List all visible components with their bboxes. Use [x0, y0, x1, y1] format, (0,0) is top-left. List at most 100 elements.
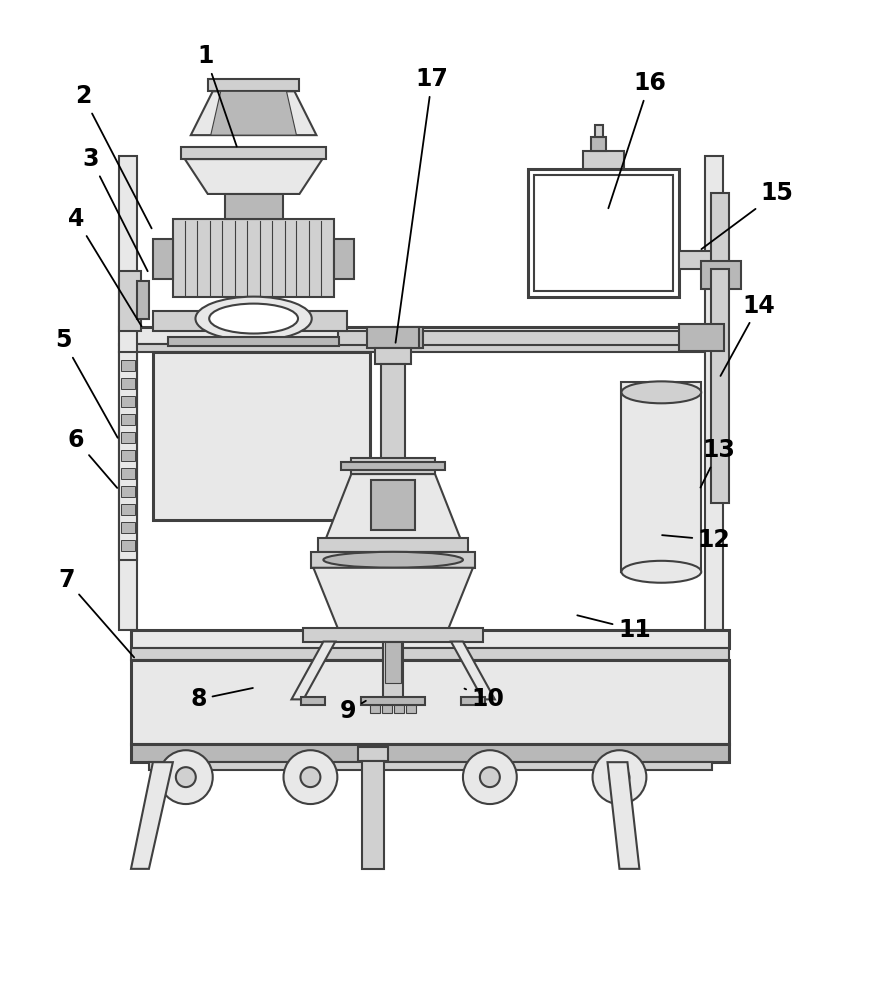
- Bar: [137, 281, 149, 319]
- Polygon shape: [131, 762, 173, 869]
- Bar: [382, 705, 392, 713]
- Bar: [393, 327, 423, 348]
- Text: 14: 14: [721, 294, 775, 376]
- Bar: [131, 630, 729, 648]
- Bar: [168, 337, 339, 346]
- Text: 1: 1: [197, 44, 237, 146]
- Bar: [121, 378, 135, 389]
- Bar: [121, 540, 135, 551]
- Bar: [180, 147, 326, 159]
- Bar: [461, 697, 485, 705]
- Bar: [121, 486, 135, 497]
- Bar: [119, 271, 141, 331]
- Text: 16: 16: [608, 71, 666, 208]
- Polygon shape: [451, 642, 495, 699]
- Text: 17: 17: [396, 67, 448, 343]
- Ellipse shape: [196, 297, 312, 340]
- Text: 12: 12: [662, 528, 730, 552]
- Bar: [149, 762, 713, 770]
- Bar: [208, 79, 299, 91]
- Bar: [121, 432, 135, 443]
- Bar: [385, 642, 401, 683]
- Bar: [153, 352, 371, 520]
- Bar: [371, 705, 380, 713]
- Polygon shape: [185, 159, 322, 194]
- Circle shape: [283, 750, 338, 804]
- Bar: [119, 344, 727, 352]
- Bar: [225, 194, 282, 219]
- Bar: [528, 169, 680, 297]
- Polygon shape: [211, 91, 296, 135]
- Bar: [705, 156, 723, 630]
- Bar: [302, 697, 325, 705]
- Text: 15: 15: [701, 181, 793, 249]
- Polygon shape: [325, 474, 461, 540]
- Bar: [394, 705, 405, 713]
- Text: 7: 7: [58, 568, 134, 657]
- Circle shape: [463, 750, 517, 804]
- Bar: [131, 648, 729, 660]
- Polygon shape: [291, 642, 336, 699]
- Bar: [121, 396, 135, 407]
- Circle shape: [159, 750, 213, 804]
- Text: 2: 2: [75, 84, 152, 228]
- Text: 6: 6: [68, 428, 117, 488]
- Polygon shape: [313, 568, 473, 630]
- Bar: [680, 251, 729, 269]
- Bar: [351, 458, 435, 474]
- Bar: [363, 761, 384, 869]
- Text: 10: 10: [464, 687, 505, 711]
- Bar: [711, 269, 729, 503]
- Bar: [711, 193, 729, 271]
- Bar: [534, 175, 673, 291]
- Bar: [423, 331, 702, 345]
- Bar: [334, 239, 355, 279]
- Text: 5: 5: [55, 328, 118, 438]
- Bar: [375, 348, 411, 364]
- Bar: [121, 468, 135, 479]
- Text: 8: 8: [190, 687, 253, 711]
- Circle shape: [610, 767, 630, 787]
- Bar: [121, 360, 135, 371]
- Ellipse shape: [622, 381, 701, 403]
- Polygon shape: [607, 762, 639, 869]
- Bar: [173, 219, 334, 297]
- Bar: [341, 462, 445, 470]
- Bar: [121, 450, 135, 461]
- Bar: [121, 504, 135, 515]
- Circle shape: [480, 767, 500, 787]
- Circle shape: [593, 750, 647, 804]
- Bar: [590, 137, 605, 151]
- Bar: [153, 311, 347, 331]
- Circle shape: [300, 767, 321, 787]
- Bar: [312, 552, 475, 568]
- Bar: [119, 327, 727, 344]
- Bar: [367, 327, 419, 348]
- Bar: [131, 744, 729, 762]
- Bar: [701, 261, 741, 289]
- Ellipse shape: [622, 561, 701, 583]
- Text: 13: 13: [700, 438, 736, 488]
- Bar: [383, 642, 403, 699]
- Bar: [358, 747, 388, 761]
- Bar: [121, 414, 135, 425]
- Bar: [595, 125, 603, 137]
- Bar: [406, 705, 416, 713]
- Bar: [131, 660, 729, 744]
- Bar: [362, 697, 425, 705]
- Bar: [119, 352, 137, 560]
- Polygon shape: [191, 91, 316, 135]
- Bar: [381, 364, 405, 459]
- Bar: [338, 331, 393, 345]
- Text: 11: 11: [577, 615, 651, 642]
- Ellipse shape: [209, 304, 298, 334]
- Bar: [582, 151, 624, 169]
- Bar: [680, 324, 724, 351]
- Bar: [371, 480, 415, 530]
- Bar: [121, 522, 135, 533]
- Text: 4: 4: [68, 207, 141, 326]
- Bar: [304, 628, 483, 642]
- Text: 9: 9: [340, 699, 366, 723]
- Bar: [119, 156, 137, 630]
- Bar: [319, 538, 468, 552]
